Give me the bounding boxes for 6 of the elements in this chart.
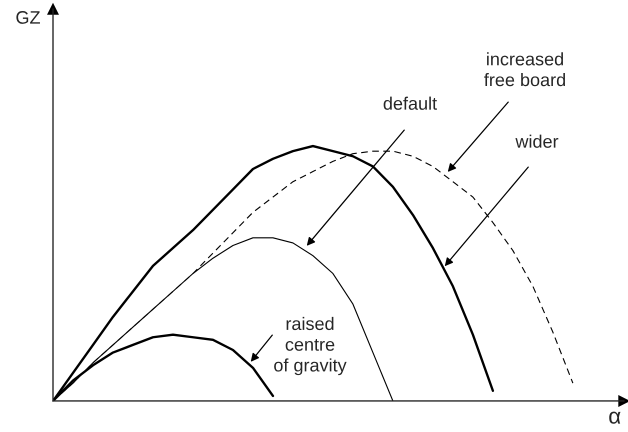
x-axis-title: α <box>609 412 621 424</box>
text: GZ <box>16 11 40 24</box>
annotation: raised centre of gravity <box>274 316 347 376</box>
text: increased free board <box>484 52 565 86</box>
annotation: wider <box>515 134 558 148</box>
text: default <box>384 96 437 110</box>
